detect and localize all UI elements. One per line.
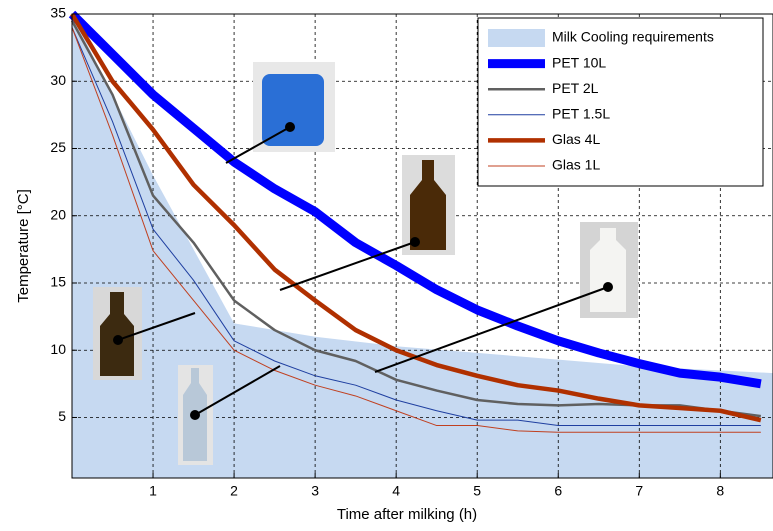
connector bbox=[194, 365, 281, 416]
line bbox=[68, 10, 762, 389]
connector-dot bbox=[285, 122, 295, 132]
y-tick-label: 35 bbox=[50, 5, 66, 21]
legend-label: PET 10L bbox=[552, 54, 606, 70]
x-tick-label: 7 bbox=[635, 483, 643, 499]
connector-dot bbox=[190, 410, 200, 420]
connector bbox=[225, 126, 291, 164]
y-tick-label: 5 bbox=[58, 408, 66, 424]
legend-label: Milk Cooling requirements bbox=[552, 29, 714, 45]
x-tick-label: 5 bbox=[473, 483, 481, 499]
x-tick-label: 2 bbox=[230, 483, 238, 499]
x-tick-label: 1 bbox=[149, 483, 157, 499]
legend-label: PET 1.5L bbox=[552, 106, 610, 122]
x-tick-label: 4 bbox=[392, 483, 400, 499]
y-axis-label: Temperature [°C] bbox=[15, 189, 32, 303]
x-tick-label: 3 bbox=[311, 483, 319, 499]
connector-dot bbox=[410, 237, 420, 247]
connector bbox=[279, 241, 416, 291]
y-tick-label: 25 bbox=[50, 139, 66, 155]
legend-label: Glas 4L bbox=[552, 131, 600, 147]
amber-bottle bbox=[410, 160, 446, 250]
x-axis-label: Time after milking (h) bbox=[337, 506, 477, 523]
area bbox=[72, 14, 773, 478]
y-tick-label: 30 bbox=[50, 72, 66, 88]
y-tick-label: 10 bbox=[50, 341, 66, 357]
legend-label: PET 2L bbox=[552, 80, 599, 96]
line bbox=[71, 27, 761, 433]
y-tick-label: 15 bbox=[50, 274, 66, 290]
plot-border bbox=[71, 13, 773, 479]
line bbox=[71, 27, 761, 427]
x-tick-label: 6 bbox=[554, 483, 562, 499]
x-tick-label: 8 bbox=[716, 483, 724, 499]
connector-dot bbox=[603, 282, 613, 292]
connector bbox=[374, 286, 609, 373]
y-tick-label: 20 bbox=[50, 206, 66, 222]
legend-label: Glas 1L bbox=[552, 157, 600, 173]
connector bbox=[117, 312, 196, 341]
photos bbox=[93, 62, 638, 465]
brown-bottle bbox=[100, 292, 134, 376]
jerrycan bbox=[262, 74, 324, 146]
legend-swatch bbox=[488, 29, 545, 47]
connector-dot bbox=[113, 335, 123, 345]
